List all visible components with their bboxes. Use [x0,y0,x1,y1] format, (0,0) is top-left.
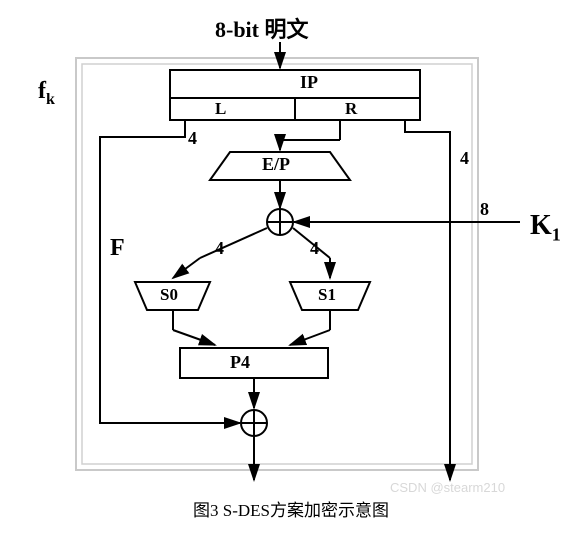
watermark: CSDN @stearm210 [390,480,505,495]
ip-label: IP [300,72,318,93]
ep-label: E/P [262,154,290,175]
edge-4-split-r: 4 [310,238,319,259]
figure-caption: 图3 S-DES方案加密示意图 [10,496,572,521]
r-label: R [345,99,357,119]
diagram-svg [10,10,570,490]
edge-4-l: 4 [188,128,197,149]
plaintext-title: 8-bit 明文 [215,12,309,44]
p4-label: P4 [230,352,250,373]
k1-label: K1 [530,210,561,246]
edge-4-r: 4 [460,148,469,169]
edge-4-split-l: 4 [215,238,224,259]
l-label: L [215,99,226,119]
s1-label: S1 [318,285,336,305]
fk-label: fk [38,78,55,109]
edge-8-k: 8 [480,199,489,220]
sdes-diagram: 8-bit 明文 IP L R E/P S0 S1 P4 fk F K1 4 4… [10,10,570,490]
f-label: F [110,235,125,262]
s0-label: S0 [160,285,178,305]
